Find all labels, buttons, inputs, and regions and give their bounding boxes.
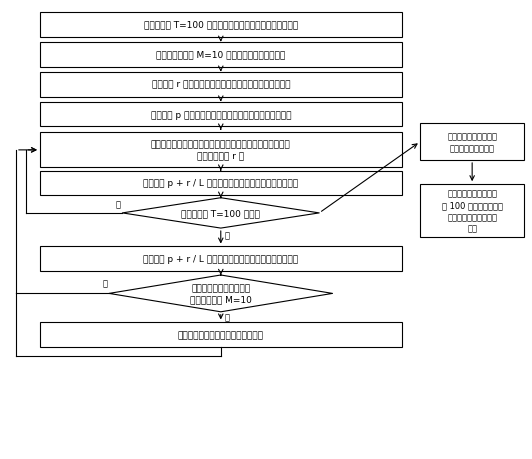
Polygon shape xyxy=(109,275,332,312)
Polygon shape xyxy=(122,198,319,229)
Text: 否: 否 xyxy=(116,200,121,209)
Text: 将所有候选检测器中信息素的值减半: 将所有候选检测器中信息素的值减半 xyxy=(178,330,264,340)
Text: 设置信息素阈值 M=10 作为信息素计量的最大值: 设置信息素阈值 M=10 作为信息素计量的最大值 xyxy=(156,50,285,60)
Text: 计算抗原与每个候选检测器之间对应位置且相同的子串的最
大长度记录到 r 中: 计算抗原与每个候选检测器之间对应位置且相同的子串的最 大长度记录到 r 中 xyxy=(151,140,290,161)
FancyBboxPatch shape xyxy=(40,247,402,272)
Text: 是: 是 xyxy=(225,313,230,322)
Text: 存在候选检测器的信息素
值大于或等于 M=10: 存在候选检测器的信息素 值大于或等于 M=10 xyxy=(190,283,252,304)
FancyBboxPatch shape xyxy=(40,133,402,168)
FancyBboxPatch shape xyxy=(40,43,402,67)
Text: 使用公式 p + r / L 计算出的值更新候选检测器的信息素值: 使用公式 p + r / L 计算出的值更新候选检测器的信息素值 xyxy=(143,179,298,188)
FancyBboxPatch shape xyxy=(40,73,402,97)
Text: 是: 是 xyxy=(225,231,230,240)
Text: 使用公式 p + r / L 计算出的值更新候选检测器的信息素值: 使用公式 p + r / L 计算出的值更新候选检测器的信息素值 xyxy=(143,255,298,264)
FancyBboxPatch shape xyxy=(420,185,524,237)
Text: 否: 否 xyxy=(103,279,107,288)
Text: 定义变量 r 表示需检查的抗原与候选检测器之间的匹配度: 定义变量 r 表示需检查的抗原与候选检测器之间的匹配度 xyxy=(152,80,290,90)
Text: 设置计数器 T=100 作为调整检查抗原所用检测器集的周期: 设置计数器 T=100 作为调整检查抗原所用检测器集的周期 xyxy=(144,21,298,30)
FancyBboxPatch shape xyxy=(40,13,402,38)
Text: 是否检查了 T=100 个抗原: 是否检查了 T=100 个抗原 xyxy=(181,209,260,218)
FancyBboxPatch shape xyxy=(40,323,402,347)
Text: 按照信息素由高到低选
择 100 个候选检测器构
建检查抗原所需的检测
器集: 按照信息素由高到低选 择 100 个候选检测器构 建检查抗原所需的检测 器集 xyxy=(442,189,503,233)
Text: 定义变量 p 表示候选检测器用于检查抗原时具有的信息素: 定义变量 p 表示候选检测器用于检查抗原时具有的信息素 xyxy=(151,110,291,119)
FancyBboxPatch shape xyxy=(40,102,402,127)
Text: 按照信息素由低到高对
候选检测器进行排序: 按照信息素由低到高对 候选检测器进行排序 xyxy=(447,132,497,153)
FancyBboxPatch shape xyxy=(420,124,524,161)
FancyBboxPatch shape xyxy=(40,171,402,196)
